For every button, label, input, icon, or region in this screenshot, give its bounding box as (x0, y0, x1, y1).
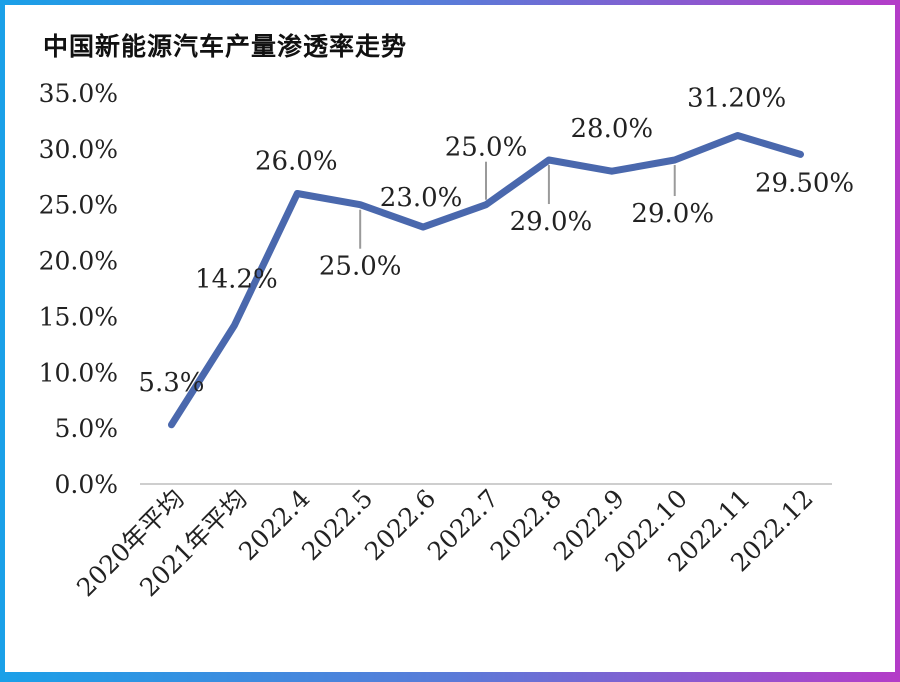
data-label: 31.20% (687, 83, 786, 113)
y-tick-label: 15.0% (39, 302, 118, 331)
data-label: 29.0% (510, 207, 593, 237)
chart-title: 中国新能源汽车产量渗透率走势 (43, 32, 408, 61)
y-tick-label: 25.0% (39, 191, 118, 220)
y-tick-label: 5.0% (54, 414, 118, 443)
y-tick-label: 35.0% (39, 79, 118, 108)
y-tick-label: 10.0% (39, 358, 118, 387)
data-label: 29.50% (755, 168, 854, 198)
data-label: 29.0% (631, 199, 714, 229)
data-label: 28.0% (571, 114, 654, 144)
data-label: 5.3% (138, 368, 204, 398)
data-label: 14.2% (195, 264, 278, 294)
y-tick-label: 20.0% (39, 247, 118, 276)
data-label: 25.0% (319, 252, 402, 282)
data-label: 26.0% (255, 147, 338, 177)
data-label: 25.0% (445, 133, 528, 163)
y-tick-label: 30.0% (39, 135, 118, 164)
chart-card: 中国新能源汽车产量渗透率走势 (5, 5, 895, 672)
series-line (168, 132, 804, 429)
y-tick-label: 0.0% (54, 470, 118, 499)
data-label: 23.0% (380, 183, 463, 213)
